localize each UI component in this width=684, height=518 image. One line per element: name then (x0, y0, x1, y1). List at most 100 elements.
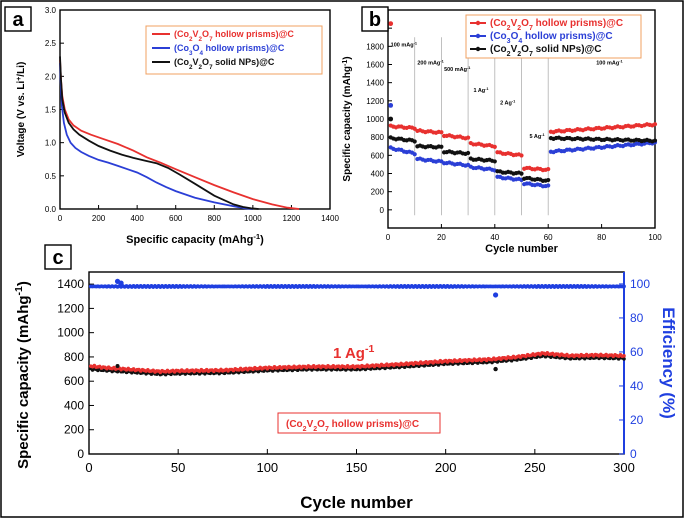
x-tick-label: 40 (490, 233, 499, 242)
x-axis-label: Cycle number (300, 493, 413, 512)
x-tick-label: 600 (169, 214, 183, 223)
y-tick-label: 1800 (366, 42, 384, 51)
x-tick-label: 250 (524, 460, 546, 475)
data-point (493, 366, 498, 372)
data-point (622, 284, 626, 289)
y-axis-label: Voltage (V vs. Li+/Li) (16, 62, 28, 158)
x-tick-label: 60 (544, 233, 553, 242)
y-tick-label: 0 (77, 447, 84, 461)
rate-label: 2 Ag-1 (500, 99, 516, 106)
rate-label: 500 mAg-1 (444, 66, 471, 73)
panel-label: c (52, 247, 63, 269)
series-line (59, 63, 253, 210)
series-line (59, 56, 259, 210)
x-tick-label: 0 (85, 460, 92, 475)
panel-label-box (44, 244, 72, 270)
data-point (622, 357, 626, 361)
data-point (492, 144, 497, 150)
y-tick-label: 0.5 (45, 172, 57, 181)
data-point (118, 280, 124, 286)
rate-label: 100 mAg-1 (391, 41, 418, 48)
data-point (546, 177, 551, 183)
data-point (519, 153, 524, 158)
data-point (115, 364, 120, 369)
y-tick-label: 1600 (366, 61, 384, 70)
data-point (466, 150, 471, 156)
x-tick-label: 1400 (321, 214, 339, 223)
y-axis-label: Specific capacity (mAhg-1) (13, 281, 32, 469)
legend-marker (475, 33, 481, 39)
series-line (59, 59, 300, 210)
legend-label: (Co2V2O7 hollow prisms)@C (286, 419, 419, 433)
rate-label: 200 mAg-1 (417, 60, 444, 67)
data-point (439, 144, 444, 149)
x-tick-label: 200 (435, 460, 457, 475)
data-point (492, 159, 497, 164)
legend-label: (Co2V2O7 hollow prisms)@C (174, 29, 294, 43)
x-axis-label: Cycle number (485, 243, 558, 255)
panel-label: b (369, 9, 381, 31)
y-tick-label: 0 (380, 206, 385, 215)
y-tick-label: 1200 (57, 301, 84, 315)
legend-label: (Co2V2O7 solid NPs)@C (174, 57, 275, 71)
legend-box (277, 412, 441, 434)
y-tick-label: 1400 (366, 79, 384, 88)
x-tick-label: 300 (613, 460, 635, 475)
legend-box (465, 14, 642, 59)
y-tick-label: 200 (64, 423, 84, 437)
y-right-tick-label: 100 (630, 277, 650, 291)
data-point (388, 116, 394, 122)
x-tick-label: 100 (256, 460, 278, 475)
y-tick-label: 1.5 (45, 106, 57, 115)
x-tick-label: 0 (386, 233, 391, 242)
legend-marker (475, 20, 481, 26)
panel-label-box (361, 6, 389, 32)
panel-c: 0 50 100 150 200 250 3000200400600800100012001… (13, 244, 678, 512)
panel-label: a (12, 9, 24, 31)
x-tick-label: 50 (171, 460, 185, 475)
legend-box (145, 25, 323, 75)
y-right-tick-label: 80 (630, 311, 644, 325)
rate-label: 100 mAg-1 (596, 60, 623, 67)
data-point (652, 122, 658, 127)
y-tick-label: 1000 (366, 115, 384, 124)
data-point (493, 292, 499, 298)
legend-label: (Co3O4 hollow prisms)@C (490, 31, 613, 45)
y-tick-label: 600 (371, 151, 385, 160)
y-tick-label: 2.5 (45, 39, 57, 48)
y-tick-label: 400 (371, 170, 385, 179)
y-tick-label: 600 (64, 374, 84, 388)
panel-label-box (4, 6, 32, 32)
legend-label: (Co3O4 hollow prisms)@C (174, 43, 285, 57)
data-point (622, 354, 626, 358)
y-tick-label: 3.0 (45, 6, 57, 15)
y-axis-label: Specific capacity (mAhg-1) (342, 56, 354, 181)
y-right-tick-label: 40 (630, 379, 644, 393)
x-tick-label: 200 (92, 214, 106, 223)
legend-marker (475, 46, 481, 52)
data-point (546, 183, 551, 188)
data-point (439, 130, 444, 135)
x-tick-label: 0 (58, 214, 63, 223)
data-point (388, 102, 394, 108)
x-tick-label: 80 (597, 233, 606, 242)
x-tick-label: 100 (648, 233, 662, 242)
x-tick-label: 150 (346, 460, 368, 475)
y-tick-label: 0.0 (45, 205, 57, 214)
x-tick-label: 20 (437, 233, 446, 242)
x-tick-label: 800 (208, 214, 222, 223)
y-tick-label: 1200 (366, 97, 384, 106)
rate-label: 1 Ag-1 (473, 87, 489, 94)
data-point (388, 21, 394, 27)
y-right-tick-label: 20 (630, 413, 644, 427)
data-point (466, 135, 471, 140)
data-point (412, 139, 417, 144)
x-axis-label: Specific capacity (mAhg-1) (126, 232, 264, 247)
legend-label: (Co2V2O7 solid NPs)@C (490, 44, 602, 58)
y-tick-label: 200 (371, 188, 385, 197)
y-tick-label: 400 (64, 398, 84, 412)
data-point (412, 152, 417, 157)
y-tick-label: 800 (371, 133, 385, 142)
